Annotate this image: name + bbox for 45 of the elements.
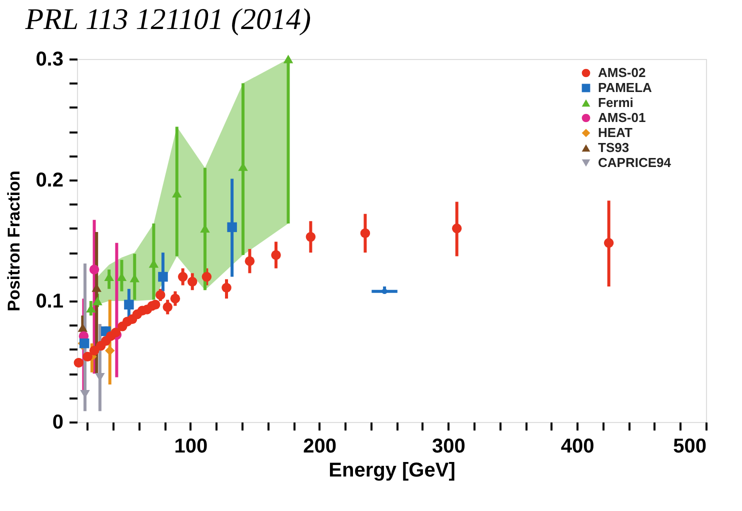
point <box>74 358 84 368</box>
point <box>244 256 255 266</box>
y-tick-label: 0.2 <box>36 170 64 192</box>
point <box>222 282 232 293</box>
point <box>89 264 100 274</box>
point <box>306 232 316 242</box>
point <box>360 228 370 238</box>
x-tick-label: 500 <box>673 436 706 458</box>
point <box>89 346 100 356</box>
legend-label: PAMELA <box>598 80 653 95</box>
point <box>158 272 168 282</box>
point <box>170 294 180 304</box>
y-axis-title: Positron Fraction <box>4 170 24 312</box>
point <box>227 222 237 232</box>
point <box>382 288 388 294</box>
point <box>271 250 281 260</box>
point <box>187 276 198 287</box>
legend-label: TS93 <box>598 140 630 155</box>
x-tick-label: 100 <box>174 436 208 458</box>
legend-label: Fermi <box>598 95 634 110</box>
point <box>156 290 166 300</box>
point <box>202 272 212 282</box>
y-tick-label: 0.3 <box>36 48 64 70</box>
point <box>82 352 92 362</box>
y-tick-label: 0.1 <box>36 290 64 312</box>
point <box>604 238 614 248</box>
x-tick-label: 200 <box>303 436 337 458</box>
x-axis-title: Energy [GeV] <box>328 460 456 482</box>
legend-label: AMS-02 <box>598 65 646 80</box>
point <box>178 272 188 282</box>
chart-title: PRL 113 121101 (2014) <box>24 3 312 36</box>
y-tick-label: 0 <box>52 412 64 434</box>
legend-label: AMS-01 <box>598 110 646 125</box>
x-tick-label: 400 <box>560 436 594 458</box>
point <box>124 300 134 310</box>
point <box>452 224 462 234</box>
legend-label: HEAT <box>598 125 632 140</box>
point <box>162 302 172 312</box>
legend-label: CAPRICE94 <box>598 155 672 170</box>
point <box>283 54 294 64</box>
point <box>92 296 102 306</box>
point <box>110 328 121 338</box>
point <box>150 300 160 310</box>
x-tick-label: 300 <box>432 436 466 458</box>
point <box>104 346 115 356</box>
